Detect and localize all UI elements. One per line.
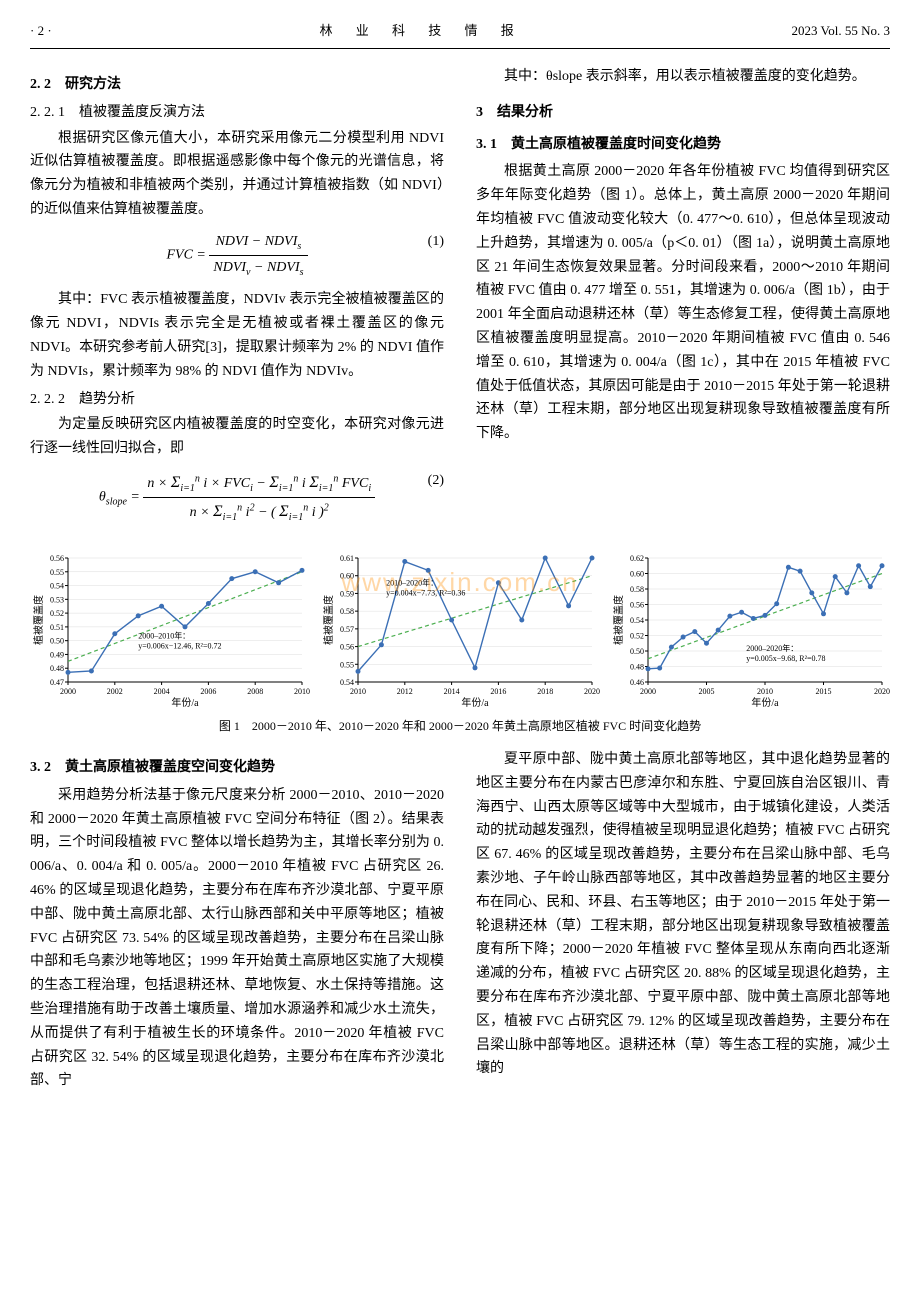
eq1-number: (1) [428, 230, 444, 254]
heading-2-2-1: 2. 2. 1 植被覆盖度反演方法 [30, 101, 444, 125]
svg-text:2005: 2005 [699, 687, 715, 696]
chart-c: 0.46 0.48 0.50 0.52 0.54 0.56 0.58 0.60 0.62 2000… [610, 550, 890, 710]
equation-1: FVC = NDVI − NDVIs NDVIv − NDVIs (1) [30, 230, 444, 281]
svg-text:0.51: 0.51 [50, 623, 64, 632]
svg-text:0.56: 0.56 [340, 642, 354, 651]
svg-text:年份/a: 年份/a [461, 696, 489, 709]
svg-text:0.50: 0.50 [630, 647, 644, 656]
chart-b: 0.54 0.55 0.56 0.57 0.58 0.59 0.60 0.61 2010 2012… [320, 550, 600, 710]
figure-1-caption: 图 1 2000－2010 年、2010－2020 年和 2000－2020 年… [30, 716, 890, 736]
svg-text:2015: 2015 [816, 687, 832, 696]
svg-text:2010: 2010 [757, 687, 773, 696]
svg-text:0.58: 0.58 [630, 585, 644, 594]
svg-text:0.61: 0.61 [340, 554, 354, 563]
svg-text:2000–2010年：: 2000–2010年： [138, 630, 190, 640]
svg-text:0.56: 0.56 [50, 554, 64, 563]
lower-columns: 3. 2 黄土高原植被覆盖度空间变化趋势 采用趋势分析法基于像元尺度来分析 20… [30, 748, 890, 1093]
heading-3: 3 结果分析 [476, 101, 890, 125]
svg-text:2010: 2010 [350, 687, 366, 696]
svg-text:0.60: 0.60 [630, 569, 644, 578]
upper-columns: 2. 2 研究方法 2. 2. 1 植被覆盖度反演方法 根据研究区像元值大小，本… [30, 65, 890, 534]
svg-text:2004: 2004 [154, 687, 170, 696]
svg-text:0.62: 0.62 [630, 554, 644, 563]
svg-text:0.46: 0.46 [630, 678, 644, 687]
svg-text:植被覆盖度: 植被覆盖度 [32, 595, 45, 645]
lower-right-column: 夏平原中部、陇中黄土高原北部等地区，其中退化趋势显著的地区主要分布在内蒙古巴彦淖… [476, 748, 890, 1093]
right-column: 其中：θslope 表示斜率，用以表示植被覆盖度的变化趋势。 3 结果分析 3.… [476, 65, 890, 534]
para-32: 采用趋势分析法基于像元尺度来分析 2000－2010、2010－2020 和 2… [30, 784, 444, 1093]
svg-text:0.57: 0.57 [340, 624, 354, 633]
svg-text:y=0.006x−12.46, R²=0.72: y=0.006x−12.46, R²=0.72 [138, 641, 221, 650]
svg-text:0.60: 0.60 [340, 571, 354, 580]
svg-text:2012: 2012 [397, 687, 413, 696]
svg-text:2020: 2020 [584, 687, 600, 696]
eq2-number: (2) [428, 469, 444, 493]
svg-text:0.54: 0.54 [630, 616, 644, 625]
svg-text:2006: 2006 [200, 687, 216, 696]
svg-text:0.49: 0.49 [50, 650, 64, 659]
svg-text:0.50: 0.50 [50, 636, 64, 645]
chart-a: 0.47 0.48 0.49 0.50 0.51 0.52 0.53 0.54 0.55 0.56… [30, 550, 310, 710]
svg-text:植被覆盖度: 植被覆盖度 [612, 595, 625, 645]
svg-text:2008: 2008 [247, 687, 263, 696]
heading-2-2-2: 2. 2. 2 趋势分析 [30, 388, 444, 412]
heading-3-2: 3. 2 黄土高原植被覆盖度空间变化趋势 [30, 756, 444, 780]
svg-text:0.54: 0.54 [340, 678, 354, 687]
svg-text:2000: 2000 [640, 687, 656, 696]
para-221: 根据研究区像元值大小，本研究采用像元二分模型利用 NDVI 近似估算植被覆盖度。… [30, 127, 444, 222]
page-number: · 2 · [30, 20, 52, 42]
svg-text:0.58: 0.58 [340, 607, 354, 616]
journal-title: 林 业 科 技 情 报 [319, 20, 523, 42]
heading-3-1: 3. 1 黄土高原植被覆盖度时间变化趋势 [476, 133, 890, 157]
svg-text:0.55: 0.55 [340, 660, 354, 669]
equation-2: θslope = n × Σi=1n i × FVCi − Σi=1n i Σi… [30, 469, 444, 526]
svg-text:0.52: 0.52 [630, 631, 644, 640]
para-221b: 其中：FVC 表示植被覆盖度，NDVIv 表示完全被植被覆盖区的像元 NDVI，… [30, 288, 444, 383]
svg-text:y=0.005x−9.68, R²=0.78: y=0.005x−9.68, R²=0.78 [746, 654, 825, 663]
para-222: 为定量反映研究区内植被覆盖度的时空变化，本研究对像元进行逐一线性回归拟合，即 [30, 413, 444, 461]
svg-text:2018: 2018 [537, 687, 553, 696]
issue-info: 2023 Vol. 55 No. 3 [792, 20, 890, 42]
svg-text:0.56: 0.56 [630, 600, 644, 609]
svg-text:0.53: 0.53 [50, 595, 64, 604]
svg-text:2020: 2020 [874, 687, 890, 696]
para-slope: 其中：θslope 表示斜率，用以表示植被覆盖度的变化趋势。 [476, 65, 890, 89]
svg-text:0.52: 0.52 [50, 609, 64, 618]
left-column: 2. 2 研究方法 2. 2. 1 植被覆盖度反演方法 根据研究区像元值大小，本… [30, 65, 444, 534]
svg-text:2000: 2000 [60, 687, 76, 696]
svg-text:年份/a: 年份/a [171, 696, 199, 709]
lower-left-column: 3. 2 黄土高原植被覆盖度空间变化趋势 采用趋势分析法基于像元尺度来分析 20… [30, 748, 444, 1093]
heading-2-2: 2. 2 研究方法 [30, 73, 444, 97]
svg-text:0.59: 0.59 [340, 589, 354, 598]
svg-text:0.47: 0.47 [50, 678, 64, 687]
figure-1: www.zixin.com.cn 0.470.480.490.500.510.5… [30, 550, 890, 710]
svg-text:年份/a: 年份/a [751, 696, 779, 709]
svg-text:y=0.004x−7.73, R²=0.36: y=0.004x−7.73, R²=0.36 [386, 588, 465, 597]
svg-text:2010–2020年：: 2010–2020年： [386, 577, 438, 587]
svg-text:0.54: 0.54 [50, 581, 64, 590]
para-31: 根据黄土高原 2000－2020 年各年份植被 FVC 均值得到研究区多年年际变… [476, 160, 890, 446]
svg-text:0.48: 0.48 [630, 662, 644, 671]
svg-text:2016: 2016 [490, 687, 506, 696]
svg-text:0.48: 0.48 [50, 664, 64, 673]
svg-text:2014: 2014 [444, 687, 460, 696]
svg-text:植被覆盖度: 植被覆盖度 [322, 595, 335, 645]
svg-text:0.55: 0.55 [50, 567, 64, 576]
svg-text:2002: 2002 [107, 687, 123, 696]
svg-text:2000–2020年：: 2000–2020年： [746, 643, 798, 653]
svg-text:2010: 2010 [294, 687, 310, 696]
para-32b: 夏平原中部、陇中黄土高原北部等地区，其中退化趋势显著的地区主要分布在内蒙古巴彦淖… [476, 748, 890, 1081]
page-header: · 2 · 林 业 科 技 情 报 2023 Vol. 55 No. 3 [30, 20, 890, 49]
